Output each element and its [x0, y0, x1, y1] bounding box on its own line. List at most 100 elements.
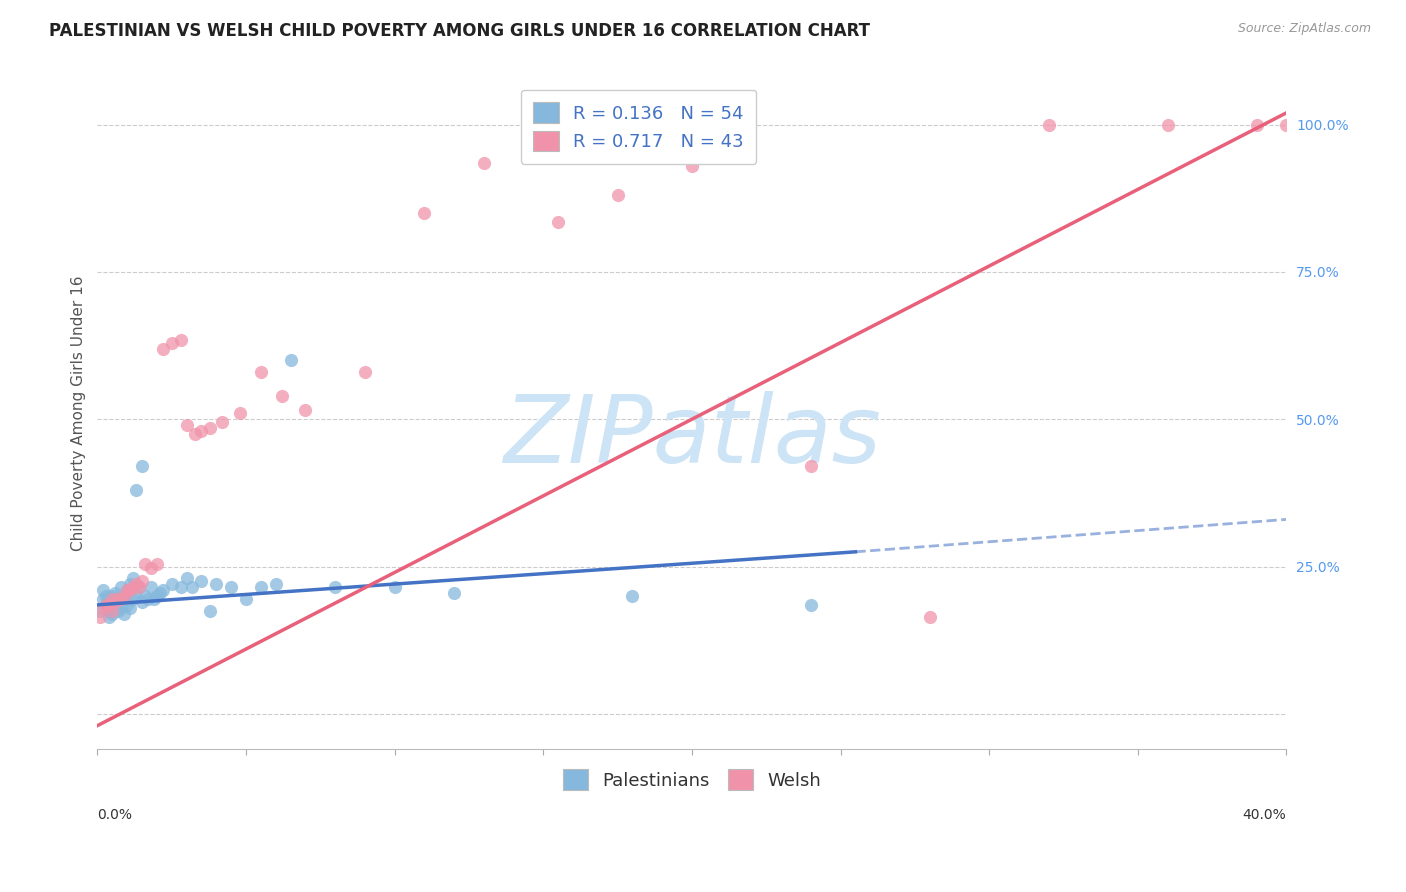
- Point: [125, 577, 148, 591]
- Point: [323, 580, 346, 594]
- Point: [152, 583, 174, 598]
- Y-axis label: Child Poverty Among Girls Under 16: Child Poverty Among Girls Under 16: [72, 276, 86, 551]
- Point: [169, 333, 191, 347]
- Point: [107, 604, 129, 618]
- Point: [101, 589, 124, 603]
- Point: [107, 591, 129, 606]
- Point: [96, 598, 118, 612]
- Point: [134, 589, 156, 603]
- Point: [211, 415, 233, 429]
- Point: [190, 424, 212, 438]
- Point: [96, 589, 118, 603]
- Point: [681, 159, 703, 173]
- Point: [101, 604, 124, 618]
- Point: [131, 459, 153, 474]
- Point: [918, 609, 941, 624]
- Point: [235, 591, 257, 606]
- Point: [122, 571, 145, 585]
- Legend: Palestinians, Welsh: Palestinians, Welsh: [555, 762, 828, 797]
- Point: [384, 580, 406, 594]
- Point: [149, 586, 172, 600]
- Point: [110, 591, 132, 606]
- Point: [219, 580, 242, 594]
- Point: [122, 580, 145, 594]
- Text: PALESTINIAN VS WELSH CHILD POVERTY AMONG GIRLS UNDER 16 CORRELATION CHART: PALESTINIAN VS WELSH CHILD POVERTY AMONG…: [49, 22, 870, 40]
- Point: [110, 600, 132, 615]
- Point: [136, 591, 159, 606]
- Point: [1275, 118, 1298, 132]
- Point: [91, 583, 114, 598]
- Point: [200, 421, 222, 435]
- Point: [107, 591, 129, 606]
- Point: [125, 483, 148, 497]
- Point: [547, 215, 569, 229]
- Point: [112, 607, 135, 621]
- Point: [104, 598, 127, 612]
- Point: [139, 580, 162, 594]
- Point: [250, 365, 273, 379]
- Point: [1156, 118, 1178, 132]
- Point: [1038, 118, 1060, 132]
- Point: [112, 591, 135, 606]
- Point: [800, 598, 823, 612]
- Point: [128, 580, 150, 594]
- Point: [115, 598, 138, 612]
- Point: [115, 583, 138, 598]
- Point: [98, 591, 121, 606]
- Point: [1246, 118, 1268, 132]
- Text: ZIPatlas: ZIPatlas: [503, 392, 880, 483]
- Point: [621, 589, 644, 603]
- Point: [146, 589, 169, 603]
- Point: [134, 557, 156, 571]
- Point: [205, 577, 228, 591]
- Point: [280, 353, 302, 368]
- Text: Source: ZipAtlas.com: Source: ZipAtlas.com: [1237, 22, 1371, 36]
- Text: 0.0%: 0.0%: [97, 808, 132, 822]
- Point: [176, 418, 198, 433]
- Point: [270, 389, 292, 403]
- Point: [181, 580, 204, 594]
- Point: [91, 600, 114, 615]
- Point: [104, 595, 127, 609]
- Point: [443, 586, 465, 600]
- Point: [160, 335, 183, 350]
- Point: [125, 589, 148, 603]
- Point: [200, 604, 222, 618]
- Point: [229, 406, 252, 420]
- Point: [169, 580, 191, 594]
- Point: [118, 600, 141, 615]
- Point: [472, 156, 495, 170]
- Point: [413, 206, 436, 220]
- Point: [142, 591, 165, 606]
- Text: 40.0%: 40.0%: [1243, 808, 1286, 822]
- Point: [606, 188, 628, 202]
- Point: [115, 583, 138, 598]
- Point: [152, 342, 174, 356]
- Point: [104, 586, 127, 600]
- Point: [118, 577, 141, 591]
- Point: [294, 403, 316, 417]
- Point: [131, 574, 153, 589]
- Point: [190, 574, 212, 589]
- Point: [800, 459, 823, 474]
- Point: [98, 598, 121, 612]
- Point: [128, 580, 150, 594]
- Point: [101, 600, 124, 615]
- Point: [160, 577, 183, 591]
- Point: [96, 598, 118, 612]
- Point: [131, 595, 153, 609]
- Point: [139, 560, 162, 574]
- Point: [146, 557, 169, 571]
- Point: [98, 609, 121, 624]
- Point: [98, 604, 121, 618]
- Point: [89, 604, 111, 618]
- Point: [264, 577, 287, 591]
- Point: [176, 571, 198, 585]
- Point: [354, 365, 377, 379]
- Point: [101, 607, 124, 621]
- Point: [250, 580, 273, 594]
- Point: [122, 591, 145, 606]
- Point: [184, 427, 207, 442]
- Point: [112, 589, 135, 603]
- Point: [89, 609, 111, 624]
